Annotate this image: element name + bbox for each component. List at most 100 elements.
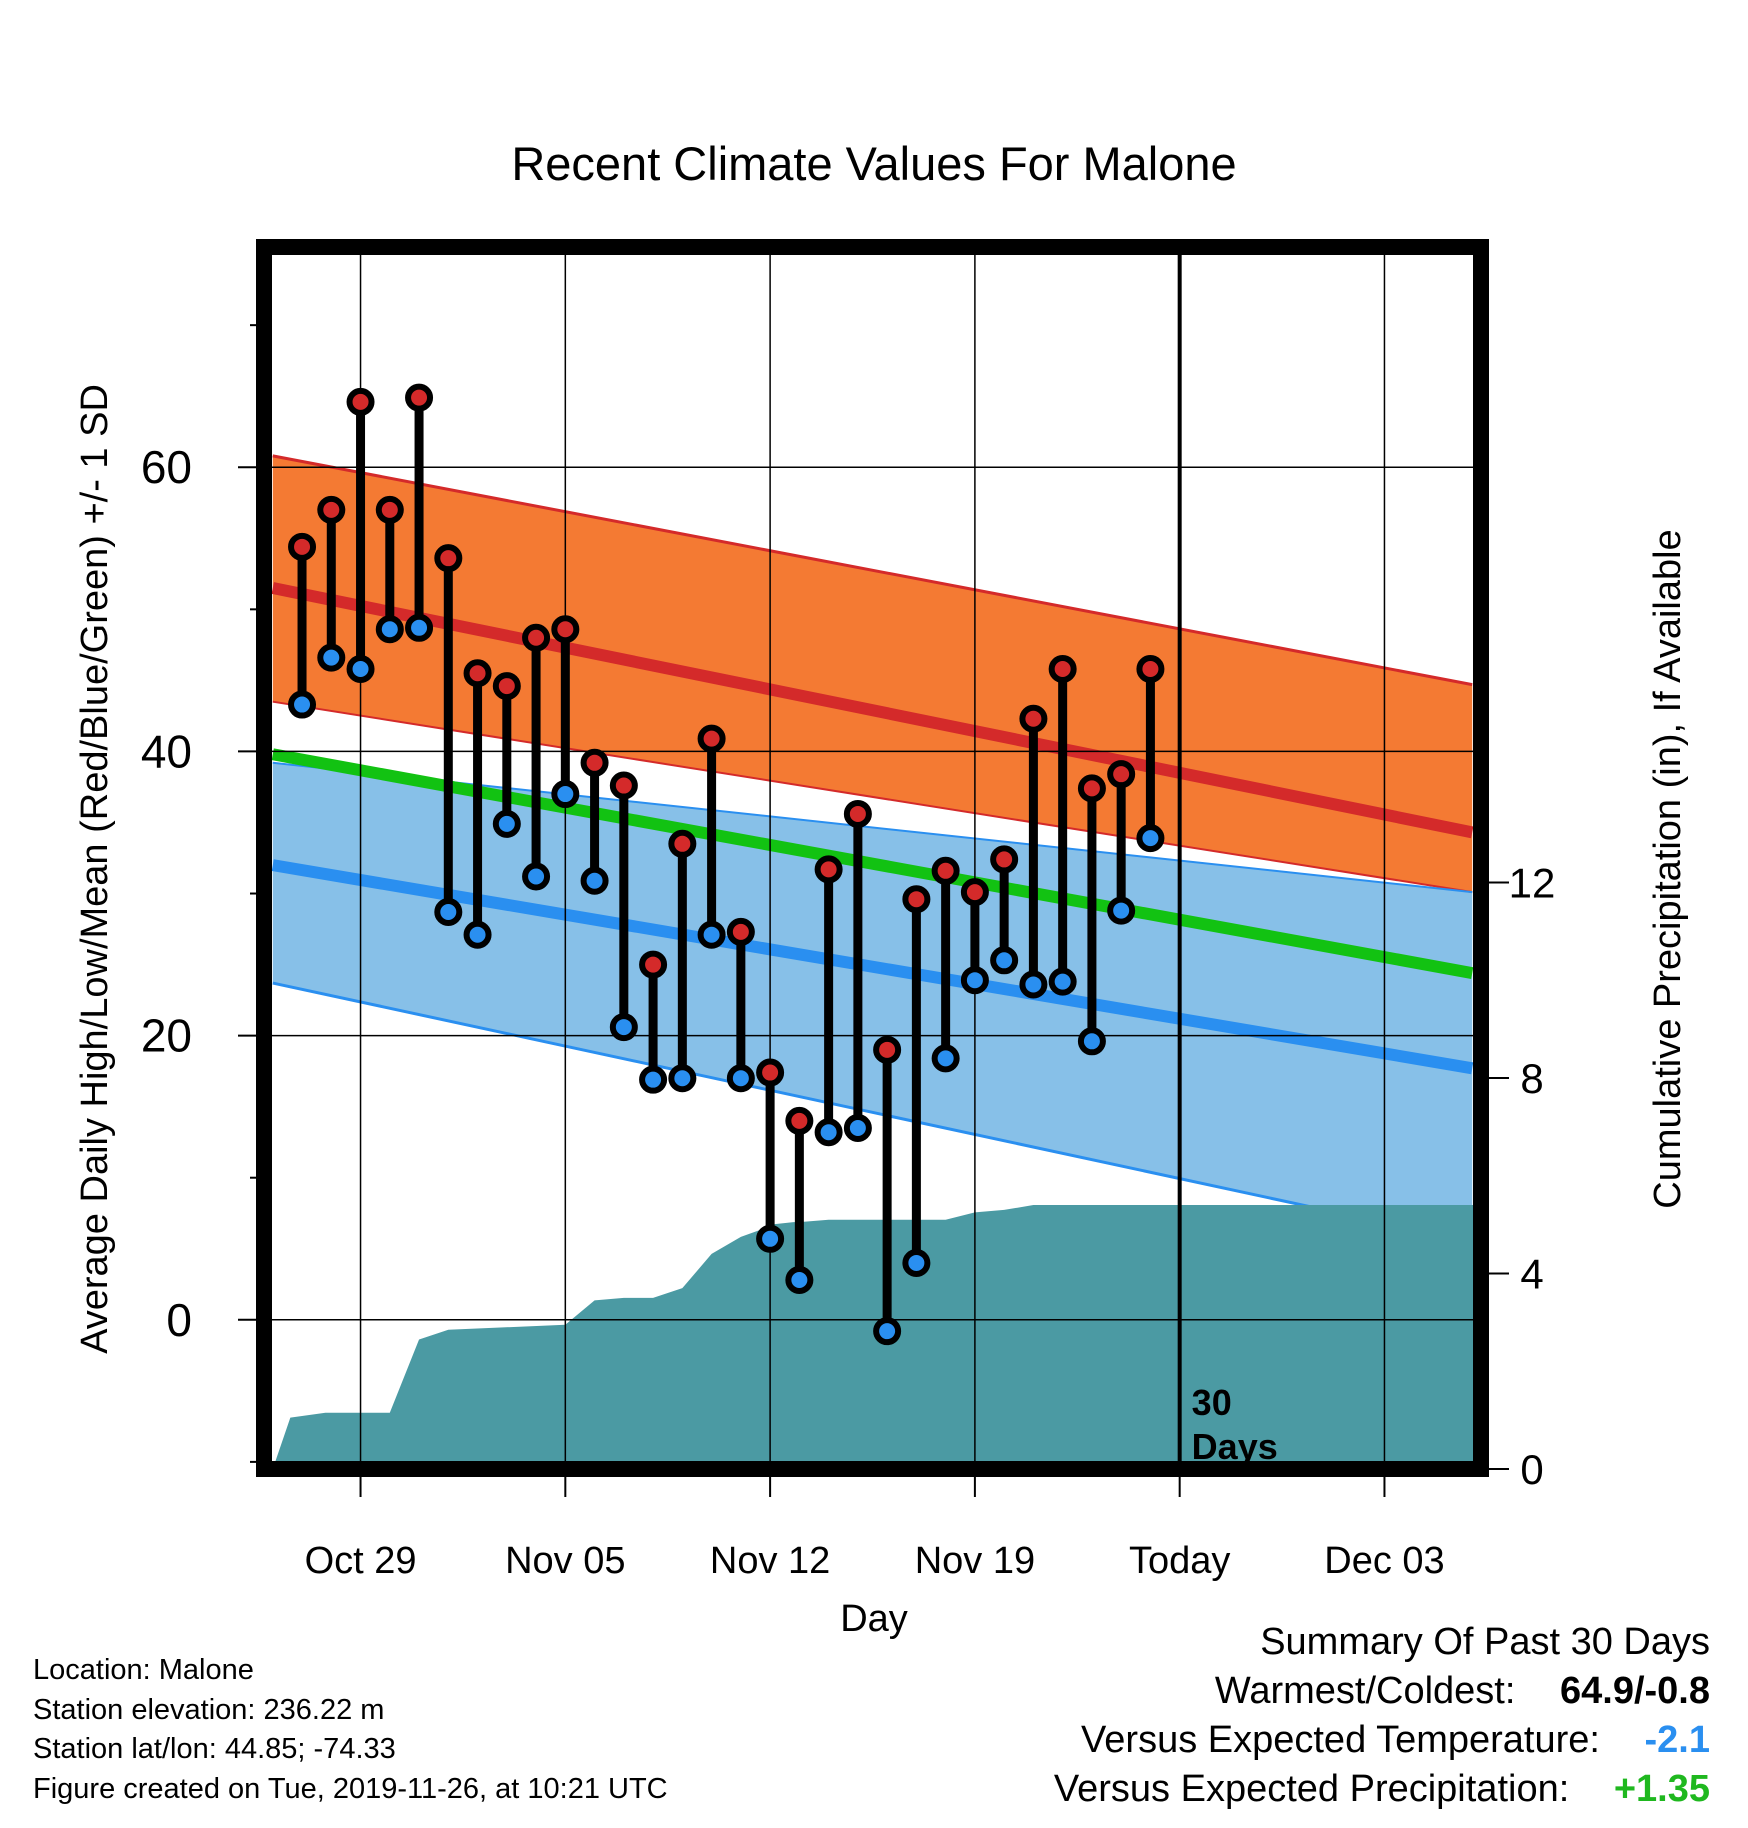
low-point	[551, 780, 580, 809]
high-lower-edge	[272, 700, 1473, 894]
high-point	[288, 532, 317, 561]
x-tick-label: Dec 03	[1324, 1540, 1444, 1582]
high-normal-band	[272, 455, 1473, 893]
low-point	[317, 643, 346, 672]
high-point	[375, 495, 404, 524]
high-point	[902, 885, 931, 914]
high-point	[492, 672, 521, 701]
low-point	[697, 920, 726, 949]
high-point	[873, 1035, 902, 1064]
high-point	[609, 771, 638, 800]
x-tick-label: Nov 05	[505, 1540, 625, 1582]
low-point	[492, 809, 521, 838]
high-point	[580, 748, 609, 777]
low-point	[405, 613, 434, 642]
temp-label: Versus Expected Temperature:	[1081, 1719, 1600, 1761]
warmest-label: Warmest/Coldest:	[1214, 1670, 1516, 1712]
low-point	[990, 946, 1019, 975]
normal-low-line	[271, 859, 1474, 1075]
low-upper-edge	[272, 761, 1473, 894]
axes: Oct 29 Nov 05 Nov 12 Nov 19 Today Dec 0302040…	[141, 324, 1555, 1582]
today-days-label: Days	[1192, 1426, 1278, 1467]
high-point	[843, 799, 872, 828]
plot-frame	[256, 239, 1489, 1477]
high-point	[931, 856, 960, 885]
high-point	[434, 544, 463, 573]
daily-bars	[288, 383, 1165, 1346]
high-point	[726, 917, 755, 946]
station-elevation: Station elevation: 236.22 m	[33, 1694, 385, 1726]
y-tick-label: 40	[141, 725, 192, 777]
y2-tick-label: 0	[1520, 1446, 1543, 1493]
summary-heading: Summary Of Past 30 Days	[1260, 1621, 1710, 1664]
normal-high-line	[271, 582, 1474, 839]
low-point	[843, 1113, 872, 1142]
low-point	[873, 1317, 902, 1346]
high-point	[463, 659, 492, 688]
normal-bands	[272, 454, 1473, 1244]
y2-tick-label: 8	[1520, 1055, 1543, 1102]
low-point	[1077, 1027, 1106, 1056]
precip-label: Versus Expected Precipitation:	[1053, 1768, 1570, 1810]
high-point	[551, 615, 580, 644]
low-point	[434, 897, 463, 926]
low-normal-band	[272, 762, 1473, 1242]
high-point	[814, 855, 843, 884]
low-point	[346, 655, 375, 684]
x-tick-label: Nov 19	[915, 1540, 1035, 1582]
y-axis-label: Average Daily High/Low/Mean (Red/Blue/Gr…	[74, 384, 116, 1354]
high-point	[1019, 704, 1048, 733]
summary-temp-row: Versus Expected Temperature: -2.1	[1081, 1719, 1710, 1762]
high-point	[346, 387, 375, 416]
high-point	[317, 495, 346, 524]
high-point	[405, 383, 434, 412]
precip-value: +1.35	[1613, 1768, 1710, 1810]
plot-border	[256, 239, 1489, 1477]
low-point	[785, 1266, 814, 1295]
high-point	[785, 1106, 814, 1135]
low-point	[609, 1013, 638, 1042]
figure-created: Figure created on Tue, 2019-11-26, at 10…	[33, 1773, 668, 1805]
low-point	[375, 615, 404, 644]
today-days-label: 30	[1192, 1382, 1232, 1423]
low-point	[931, 1044, 960, 1073]
station-latlon: Station lat/lon: 44.85; -74.33	[33, 1733, 396, 1765]
chart-title: Recent Climate Values For Malone	[511, 137, 1236, 190]
low-point	[726, 1064, 755, 1093]
low-point	[288, 690, 317, 719]
temp-value: -2.1	[1644, 1719, 1710, 1761]
low-point	[1107, 896, 1136, 925]
high-point	[756, 1058, 785, 1087]
high-point	[697, 724, 726, 753]
high-point	[1048, 655, 1077, 684]
low-point	[756, 1224, 785, 1253]
summary-warmest-row: Warmest/Coldest: 64.9/-0.8	[1215, 1670, 1710, 1713]
low-point	[1019, 970, 1048, 999]
low-point	[1136, 824, 1165, 853]
low-point	[902, 1248, 931, 1277]
y2-axis-label: Cumulative Precipitation (in), If Availa…	[1647, 529, 1689, 1208]
x-tick-label: Oct 29	[305, 1540, 417, 1582]
low-point	[522, 862, 551, 891]
low-point	[960, 966, 989, 995]
low-point	[814, 1118, 843, 1147]
high-point	[1107, 760, 1136, 789]
high-point	[639, 950, 668, 979]
high-point	[960, 878, 989, 907]
station-location: Location: Malone	[33, 1654, 254, 1686]
high-point	[990, 845, 1019, 874]
low-lower-edge	[272, 981, 1473, 1244]
warmest-value: 64.9/-0.8	[1560, 1670, 1710, 1712]
high-point	[668, 829, 697, 858]
high-upper-edge	[272, 454, 1473, 687]
high-point	[522, 623, 551, 652]
x-tick-label: Today	[1129, 1540, 1230, 1582]
normal-mean-line	[271, 748, 1474, 979]
y-tick-label: 0	[166, 1294, 192, 1346]
low-point	[463, 920, 492, 949]
high-point	[1077, 774, 1106, 803]
low-point	[639, 1065, 668, 1094]
low-point	[580, 866, 609, 895]
y2-tick-label: 4	[1520, 1250, 1543, 1297]
